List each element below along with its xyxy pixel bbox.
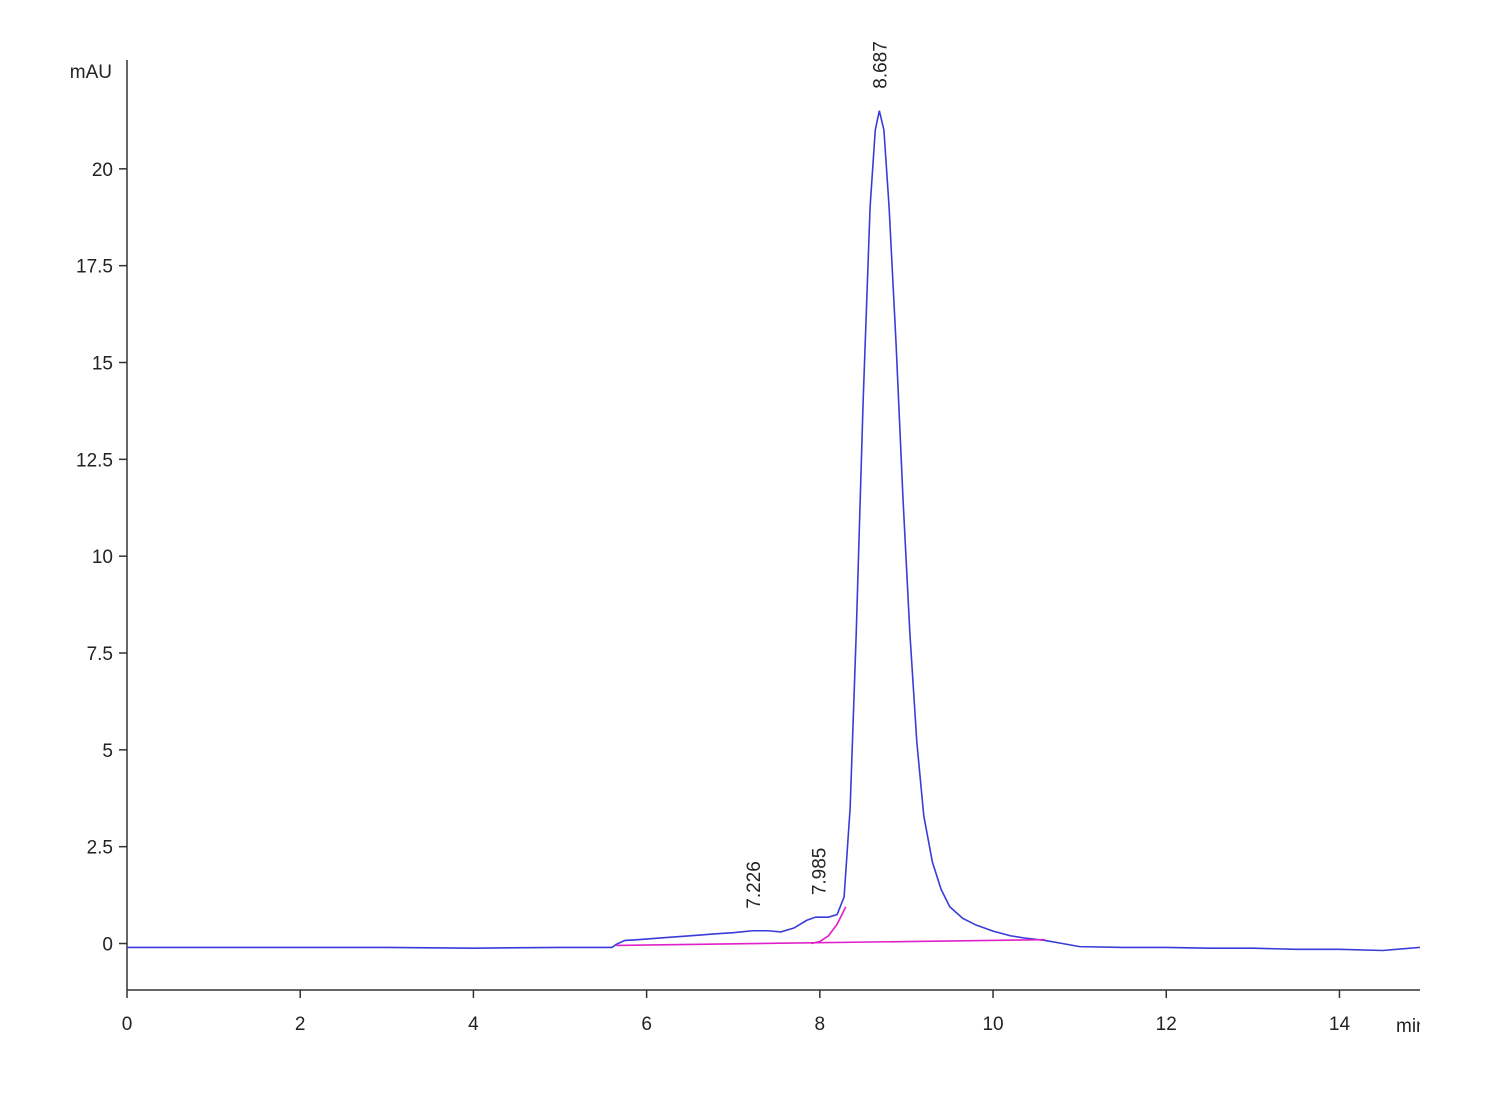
- x-tick-label: 0: [122, 1014, 133, 1035]
- signal-line: [127, 110, 1421, 952]
- y-tick-label: 10: [92, 547, 113, 568]
- x-tick-label: 14: [1329, 1014, 1351, 1035]
- y-tick-label: 7.5: [87, 644, 113, 665]
- x-tick-label: 2: [295, 1014, 306, 1035]
- peak-label: 7.226: [744, 861, 765, 909]
- y-tick-label: 15: [92, 354, 113, 375]
- x-tick-label: 10: [982, 1014, 1003, 1035]
- x-axis-label: min: [1396, 1016, 1427, 1037]
- signal-line: [810, 906, 847, 945]
- x-tick-label: 12: [1156, 1014, 1177, 1035]
- signal-line: [616, 938, 1046, 947]
- y-axis-label: mAU: [70, 62, 112, 83]
- peak-label: 8.687: [870, 41, 891, 89]
- y-tick-label: 12.5: [76, 450, 113, 471]
- y-tick-label: 2.5: [87, 838, 113, 859]
- y-tick-label: 20: [92, 160, 113, 181]
- y-tick-label: 5: [102, 741, 113, 762]
- y-tick-label: 17.5: [76, 257, 113, 278]
- x-tick-label: 4: [468, 1014, 479, 1035]
- x-tick-label: 6: [641, 1014, 652, 1035]
- peak-label: 7.985: [810, 848, 831, 896]
- x-tick-label: 8: [815, 1014, 826, 1035]
- y-tick-label: 0: [102, 935, 113, 956]
